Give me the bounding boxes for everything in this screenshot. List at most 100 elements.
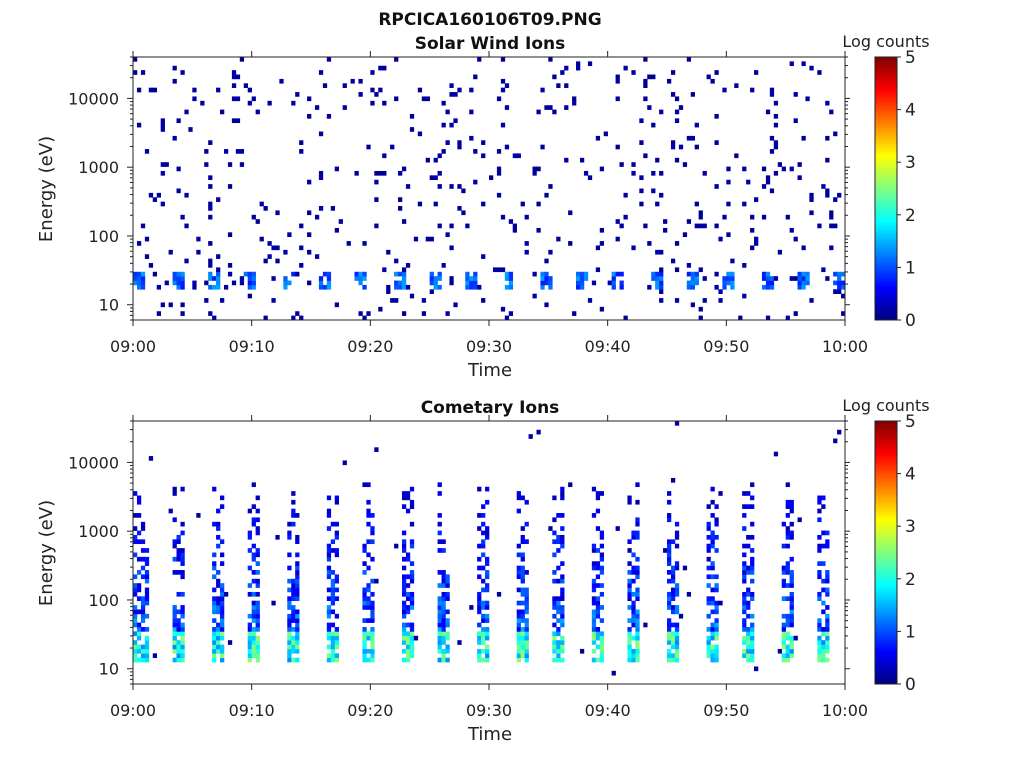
heatmap-cell — [615, 78, 620, 84]
colorbar-segment — [875, 96, 897, 100]
heatmap-cell — [619, 223, 624, 229]
heatmap-cell — [334, 635, 339, 641]
heatmap-cell — [299, 149, 304, 154]
heatmap-cell — [635, 556, 640, 562]
heatmap-cell — [817, 223, 822, 229]
heatmap-cell — [635, 591, 640, 597]
heatmap-cell — [180, 271, 185, 277]
heatmap-cell — [659, 192, 664, 198]
heatmap-cell — [789, 504, 794, 509]
heatmap-cell — [730, 280, 735, 286]
heatmap-cell — [635, 565, 640, 571]
heatmap-cell — [599, 306, 605, 312]
heatmap-cell — [477, 486, 482, 492]
heatmap-cell — [212, 609, 217, 615]
heatmap-cell — [789, 635, 794, 641]
heatmap-cell — [176, 552, 181, 558]
colorbar-segment — [875, 214, 897, 218]
heatmap-cell — [750, 227, 755, 233]
heatmap-cell — [133, 631, 138, 637]
heatmap-cell — [295, 583, 300, 588]
heatmap-cell — [307, 113, 312, 119]
heatmap-cell — [706, 574, 711, 580]
heatmap-cell — [212, 640, 217, 645]
heatmap-cell — [409, 591, 415, 597]
heatmap-cell — [251, 570, 256, 575]
heatmap-cell — [631, 170, 636, 176]
heatmap-cell — [287, 635, 292, 641]
heatmap-cell — [564, 105, 569, 110]
heatmap-cell — [595, 627, 601, 632]
heatmap-cell — [825, 587, 830, 593]
heatmap-cell — [231, 96, 237, 102]
heatmap-cell — [401, 219, 407, 224]
heatmap-cell — [295, 271, 300, 277]
heatmap-cell — [536, 227, 541, 233]
heatmap-cell — [172, 135, 177, 141]
heatmap-cell — [809, 197, 814, 202]
heatmap-cell — [674, 583, 680, 588]
colorbar-segment — [875, 125, 897, 129]
colorbar-segment — [875, 497, 897, 501]
heatmap-cell — [674, 640, 680, 645]
heatmap-cell — [136, 495, 142, 501]
colorbar-segment — [875, 288, 897, 292]
heatmap-cell — [698, 306, 703, 312]
heatmap-cell — [255, 640, 260, 645]
heatmap-cell — [714, 653, 719, 658]
heatmap-cell — [287, 622, 292, 628]
heatmap-cell — [706, 600, 711, 606]
heatmap-cell — [180, 648, 185, 654]
heatmap-cell — [560, 596, 565, 602]
colorbar-segment — [875, 106, 897, 110]
heatmap-cell — [761, 271, 767, 277]
heatmap-cell — [405, 609, 411, 615]
heatmap-cell — [334, 574, 339, 580]
colorbar-segment — [875, 122, 897, 126]
heatmap-cell — [710, 539, 715, 545]
heatmap-cell — [627, 657, 632, 663]
heatmap-cell — [441, 583, 446, 588]
heatmap-cell — [409, 644, 415, 650]
heatmap-cell — [401, 280, 407, 286]
colorbar-segment — [875, 670, 897, 674]
heatmap-cell — [326, 543, 332, 549]
heatmap-cell — [405, 648, 411, 654]
heatmap-cell — [560, 644, 565, 650]
heatmap-cell — [409, 600, 415, 606]
colorbar-segment — [875, 473, 897, 477]
heatmap-cell — [220, 648, 225, 654]
heatmap-cell — [706, 534, 711, 540]
heatmap-cell — [710, 561, 715, 566]
heatmap-cell — [516, 565, 521, 571]
heatmap-cell — [552, 613, 557, 619]
heatmap-cell — [694, 271, 699, 277]
heatmap-cell — [156, 311, 161, 316]
heatmap-cell — [144, 548, 150, 553]
heatmap-cell — [307, 249, 312, 255]
heatmap-cell — [540, 280, 545, 286]
heatmap-cell — [631, 653, 636, 658]
colorbar-segment — [875, 607, 897, 611]
heatmap-cell — [220, 622, 225, 628]
heatmap-cell — [706, 556, 711, 562]
colorbar-segment — [875, 649, 897, 653]
heatmap-cell — [429, 175, 434, 181]
heatmap-cell — [374, 578, 379, 584]
heatmap-cell — [330, 583, 336, 588]
heatmap-cell — [409, 127, 415, 132]
heatmap-cell — [287, 648, 292, 654]
heatmap-cell — [591, 543, 597, 549]
colorbar-segment — [875, 615, 897, 619]
heatmap-cell — [627, 561, 632, 566]
heatmap-cell — [619, 280, 624, 286]
heatmap-cell — [366, 499, 371, 505]
heatmap-cell — [409, 504, 415, 509]
colorbar-segment — [875, 235, 897, 239]
heatmap-cell — [481, 254, 486, 259]
heatmap-cell — [817, 534, 822, 540]
colorbar-segment — [875, 243, 897, 247]
heatmap-cell — [841, 280, 846, 286]
heatmap-cell — [667, 648, 672, 654]
heatmap-cell — [576, 65, 581, 71]
